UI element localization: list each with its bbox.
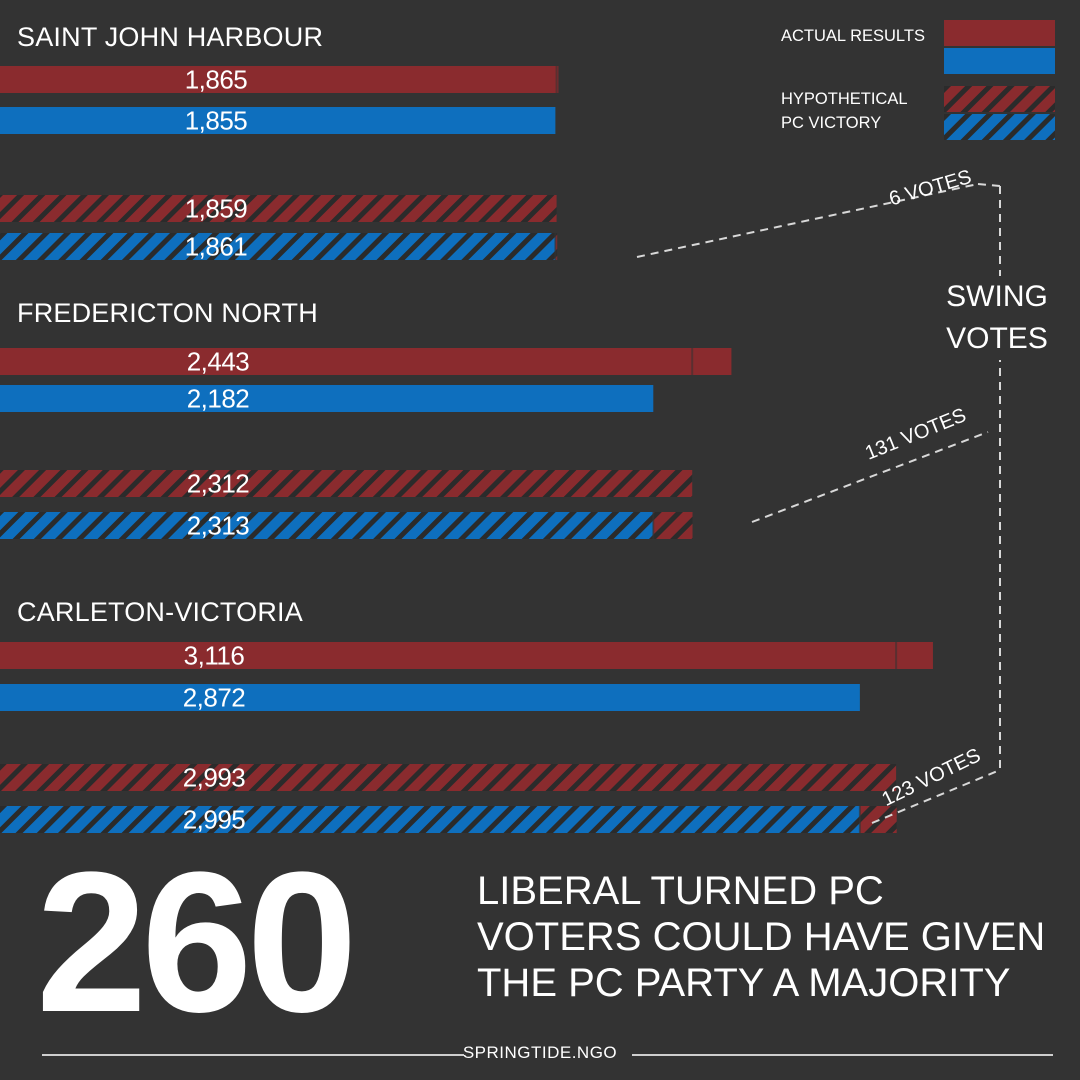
bar-divider-pc-carleton-victoria bbox=[858, 806, 861, 833]
swing-votes-chart: 1,865 1,855 1,859 1,861 6 VOTES 2,443 2,182 2,3… bbox=[0, 65, 1001, 835]
value-label-fredericton-north-actual-pc: 2,182 bbox=[187, 384, 250, 414]
legend-hypothetical-label-line2: PC VICTORY bbox=[781, 114, 882, 132]
bar-hypothetical-liberal-fredericton-north bbox=[0, 470, 693, 497]
bar-hypothetical-pc-base-fredericton-north bbox=[0, 512, 654, 539]
swing-connector-fredericton-north bbox=[751, 431, 989, 523]
headline-number: 260 bbox=[36, 831, 358, 1054]
bar-actual-liberal-carleton-victoria bbox=[0, 642, 933, 669]
headline-line1: LIBERAL TURNED PC bbox=[477, 869, 884, 913]
bar-actual-liberal-fredericton-north bbox=[0, 348, 732, 375]
bar-divider-liberal-carleton-victoria bbox=[895, 642, 898, 669]
legend-swatch-pc-actual bbox=[944, 48, 1055, 74]
bar-actual-pc-saint-john-harbour bbox=[0, 107, 556, 134]
swing-connector-saint-john-harbour bbox=[636, 183, 979, 258]
value-label-carleton-victoria-actual-pc: 2,872 bbox=[183, 683, 246, 713]
footer-rule-left bbox=[42, 1054, 464, 1056]
riding-title-saint-john-harbour: SAINT JOHN HARBOUR bbox=[17, 22, 324, 52]
bar-actual-liberal-saint-john-harbour bbox=[0, 66, 559, 93]
value-label-fredericton-north-actual-liberal: 2,443 bbox=[187, 347, 250, 377]
headline-text: LIBERAL TURNED PC VOTERS COULD HAVE GIVE… bbox=[477, 868, 1045, 1006]
bar-divider-liberal-fredericton-north bbox=[691, 348, 694, 375]
legend-swatch-liberal-hypothetical bbox=[944, 86, 1055, 112]
bar-hypothetical-liberal-carleton-victoria bbox=[0, 764, 897, 791]
footer-rule-right bbox=[632, 1054, 1053, 1056]
bar-divider-pc-fredericton-north bbox=[652, 512, 655, 539]
value-label-carleton-victoria-hyp-pc: 2,995 bbox=[183, 805, 246, 835]
legend-swatch-pc-hypothetical bbox=[944, 114, 1055, 140]
swing-label-line2: VOTES bbox=[946, 322, 1048, 355]
bar-hypothetical-pc-base-carleton-victoria bbox=[0, 806, 860, 833]
value-label-saint-john-harbour-actual-liberal: 1,865 bbox=[185, 65, 248, 95]
bar-hypothetical-pc-swing-fredericton-north bbox=[653, 512, 693, 539]
headline-line3: THE PC PARTY A MAJORITY bbox=[477, 961, 1011, 1005]
riding-title-carleton-victoria: CARLETON-VICTORIA bbox=[17, 597, 303, 627]
value-label-fredericton-north-hyp-pc: 2,313 bbox=[187, 511, 250, 541]
headline-line2: VOTERS COULD HAVE GIVEN bbox=[477, 915, 1046, 959]
bar-actual-pc-fredericton-north bbox=[0, 385, 654, 412]
legend-actual-label: ACTUAL RESULTS bbox=[781, 27, 925, 45]
value-label-saint-john-harbour-actual-pc: 1,855 bbox=[185, 106, 248, 136]
bar-hypothetical-liberal-saint-john-harbour bbox=[0, 195, 557, 222]
swing-label-line1: SWING bbox=[946, 280, 1048, 313]
bar-actual-pc-carleton-victoria bbox=[0, 684, 860, 711]
swing-connector-carleton-victoria bbox=[871, 769, 1001, 824]
bar-divider-liberal-saint-john-harbour bbox=[555, 66, 558, 93]
value-label-saint-john-harbour-hyp-liberal: 1,859 bbox=[185, 194, 248, 224]
legend-hypothetical-label-line1: HYPOTHETICAL bbox=[781, 90, 908, 108]
swing-top-tick bbox=[977, 183, 1001, 187]
swing-votes-count-fredericton-north: 131 VOTES bbox=[862, 404, 969, 464]
bar-divider-pc-saint-john-harbour bbox=[554, 233, 557, 260]
value-label-carleton-victoria-actual-liberal: 3,116 bbox=[184, 641, 245, 671]
value-label-fredericton-north-hyp-liberal: 2,312 bbox=[187, 469, 250, 499]
bar-hypothetical-pc-base-saint-john-harbour bbox=[0, 233, 556, 260]
swing-votes-count-saint-john-harbour: 6 VOTES bbox=[887, 166, 974, 210]
footer-site-label: SPRINGTIDE.NGO bbox=[462, 1043, 618, 1062]
riding-title-fredericton-north: FREDERICTON NORTH bbox=[17, 298, 318, 328]
legend-swatch-liberal-actual bbox=[944, 20, 1055, 46]
swing-votes-label: SWING VOTES bbox=[932, 276, 1062, 360]
value-label-carleton-victoria-hyp-liberal: 2,993 bbox=[183, 763, 246, 793]
value-label-saint-john-harbour-hyp-pc: 1,861 bbox=[185, 232, 248, 262]
